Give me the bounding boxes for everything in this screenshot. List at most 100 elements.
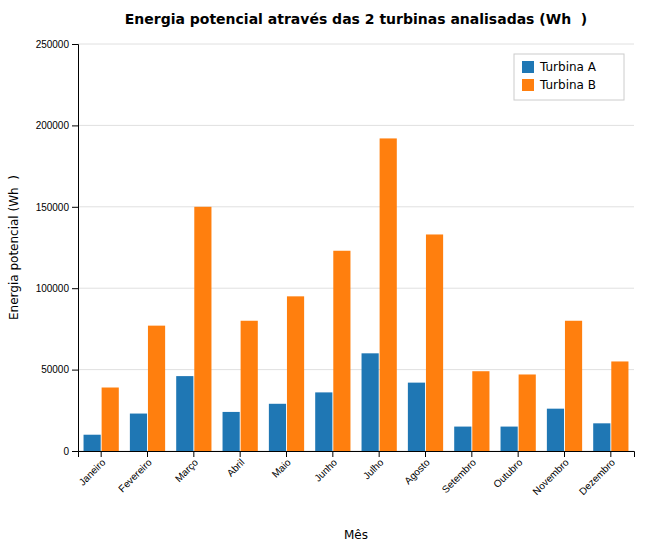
x-tick: Junho [312, 451, 339, 484]
bar [148, 326, 165, 451]
bar [269, 404, 286, 451]
x-tick-label: Setembro [440, 456, 479, 495]
x-tick-mark [471, 451, 472, 457]
x-tick-label: Maio [270, 456, 293, 479]
bar [333, 251, 350, 451]
bar [501, 427, 518, 451]
x-tick-mark [286, 451, 287, 457]
y-tick-mark [72, 207, 78, 208]
x-tick: Novembro [530, 451, 571, 497]
y-tick: 50000 [41, 364, 78, 375]
x-tick-mark [332, 451, 333, 457]
bar [102, 388, 119, 451]
bar [194, 207, 211, 451]
bar [426, 234, 443, 451]
plot: 0 50000 100000 150000 200000 250000 Janeiro Fev… [36, 39, 635, 497]
bar [611, 361, 628, 451]
bar [454, 427, 471, 451]
y-tick: 200000 [36, 120, 78, 131]
y-axis: 0 50000 100000 150000 200000 250000 [36, 39, 79, 457]
y-tick-mark [72, 288, 78, 289]
x-tick: Março [173, 451, 201, 484]
legend-swatch [522, 61, 534, 73]
bar [176, 376, 193, 451]
bars [84, 138, 629, 451]
bar [565, 321, 582, 451]
y-axis-title: Energia potencial (Wh ) [7, 175, 21, 320]
y-tick-label: 100000 [36, 283, 70, 294]
bar [315, 392, 332, 451]
x-tick-label: Janeiro [77, 456, 108, 487]
x-tick-label: Outubro [491, 456, 525, 490]
x-tick: Agosto [402, 451, 432, 486]
y-tick: 0 [63, 446, 78, 457]
x-tick-mark [240, 451, 241, 457]
x-tick: Maio [270, 451, 293, 480]
y-axis-line [72, 45, 79, 452]
grid [78, 44, 634, 451]
x-tick: Setembro [440, 451, 479, 495]
y-tick-mark [72, 370, 78, 371]
x-tick-label: Março [173, 456, 201, 484]
y-tick-mark [72, 44, 78, 45]
y-tick: 250000 [36, 39, 78, 50]
x-tick-label: Abril [225, 457, 247, 479]
x-axis-line [79, 452, 635, 458]
y-tick: 150000 [36, 202, 78, 213]
bar [362, 353, 379, 451]
bar [547, 409, 564, 451]
bar [519, 374, 536, 451]
bar [408, 383, 425, 451]
x-tick-mark [610, 451, 611, 457]
bar [84, 435, 101, 451]
x-tick: Abril [225, 451, 247, 479]
chart: 0 50000 100000 150000 200000 250000 Janeiro Fev… [0, 0, 654, 551]
y-tick-mark [72, 451, 78, 452]
legend-label: Turbina B [539, 78, 596, 92]
x-tick-label: Agosto [402, 456, 432, 486]
x-tick-label: Junho [312, 456, 339, 483]
x-tick: Julho [361, 451, 386, 481]
legend-label: Turbina A [539, 60, 597, 74]
x-tick-mark [425, 451, 426, 457]
x-tick-mark [564, 451, 565, 457]
x-tick-mark [147, 451, 148, 457]
x-axis-title: Mês [344, 528, 368, 542]
x-axis: Janeiro Fevereiro Março Abril Maio Junho Julho… [77, 451, 635, 497]
bar [472, 371, 489, 451]
bar [287, 296, 304, 451]
bar-series [102, 138, 629, 451]
x-tick: Dezembro [577, 451, 618, 497]
x-tick-label: Julho [361, 456, 386, 481]
y-tick-label: 250000 [36, 39, 70, 50]
bar [593, 423, 610, 451]
x-tick-label: Fevereiro [116, 456, 154, 494]
bar [130, 414, 147, 451]
x-tick-mark [379, 451, 380, 457]
x-tick-label: Dezembro [577, 456, 618, 497]
x-tick-mark [101, 451, 102, 457]
grid-line [78, 125, 634, 126]
x-tick-mark [193, 451, 194, 457]
x-tick-mark [518, 451, 519, 457]
x-tick: Outubro [491, 451, 525, 490]
grid-line [78, 206, 634, 207]
y-tick-label: 150000 [36, 202, 70, 213]
grid-line [78, 288, 634, 289]
legend-swatch [522, 79, 534, 91]
y-tick-label: 50000 [41, 364, 69, 375]
legend-item: Turbina A [522, 60, 597, 74]
x-tick: Fevereiro [116, 451, 154, 494]
y-tick: 100000 [36, 283, 78, 294]
legend-item: Turbina B [522, 78, 596, 92]
legend: Turbina A Turbina B [514, 54, 624, 100]
legend-frame [514, 54, 624, 100]
y-tick-label: 200000 [36, 120, 70, 131]
x-tick: Janeiro [77, 451, 108, 488]
y-tick-mark [72, 125, 78, 126]
title: Energia potencial através das 2 turbinas… [125, 11, 588, 27]
bar [241, 321, 258, 451]
bar [223, 412, 240, 451]
y-tick-label: 0 [63, 446, 69, 457]
x-tick-label: Novembro [530, 456, 571, 497]
